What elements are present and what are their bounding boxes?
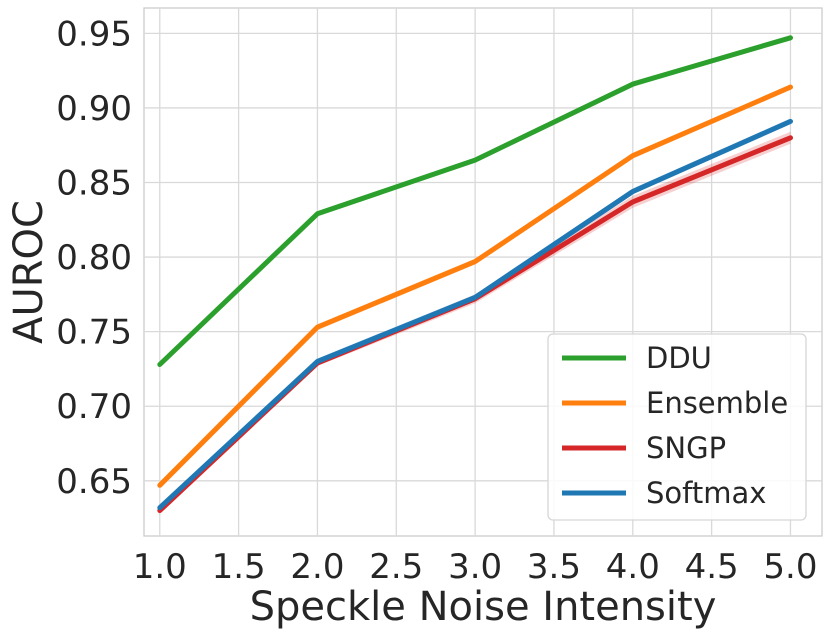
- y-tick-label: 0.85: [56, 164, 132, 204]
- y-tick-label: 0.70: [56, 387, 132, 427]
- x-tick-label: 2.5: [369, 547, 423, 587]
- legend-box: [547, 333, 807, 521]
- y-tick-label: 0.90: [56, 89, 132, 129]
- y-tick-labels: 0.65 0.70 0.75 0.80 0.85 0.90 0.95: [56, 14, 132, 501]
- legend-label-softmax: Softmax: [646, 476, 766, 510]
- y-axis-label: AUROC: [6, 200, 52, 344]
- y-tick-label: 0.75: [56, 313, 132, 353]
- x-tick-label: 4.5: [685, 547, 739, 587]
- legend-label-ensemble: Ensemble: [646, 386, 788, 420]
- softmax-line: [157, 118, 793, 511]
- y-tick-label: 0.95: [56, 14, 132, 54]
- x-tick-label: 4.0: [606, 547, 660, 587]
- y-tick-label: 0.80: [56, 238, 132, 278]
- x-axis-label: Speckle Noise Intensity: [250, 584, 717, 630]
- x-tick-label: 1.0: [133, 547, 187, 587]
- legend-label-ddu: DDU: [646, 341, 712, 375]
- x-tick-label: 3.0: [448, 547, 502, 587]
- x-tick-label: 3.5: [527, 547, 581, 587]
- ddu-line: [157, 35, 793, 367]
- y-tick-label: 0.65: [56, 462, 132, 502]
- legend-label-sngp: SNGP: [646, 431, 726, 465]
- legend: DDU Ensemble SNGP Softmax: [547, 333, 807, 521]
- series-lines: [157, 35, 793, 514]
- x-tick-label: 1.5: [212, 547, 266, 587]
- x-tick-labels: 1.0 1.5 2.0 2.5 3.0 3.5 4.0 4.5 5.0: [133, 547, 818, 587]
- x-tick-label: 2.0: [290, 547, 344, 587]
- ensemble-line: [157, 84, 793, 488]
- x-tick-label: 5.0: [763, 547, 817, 587]
